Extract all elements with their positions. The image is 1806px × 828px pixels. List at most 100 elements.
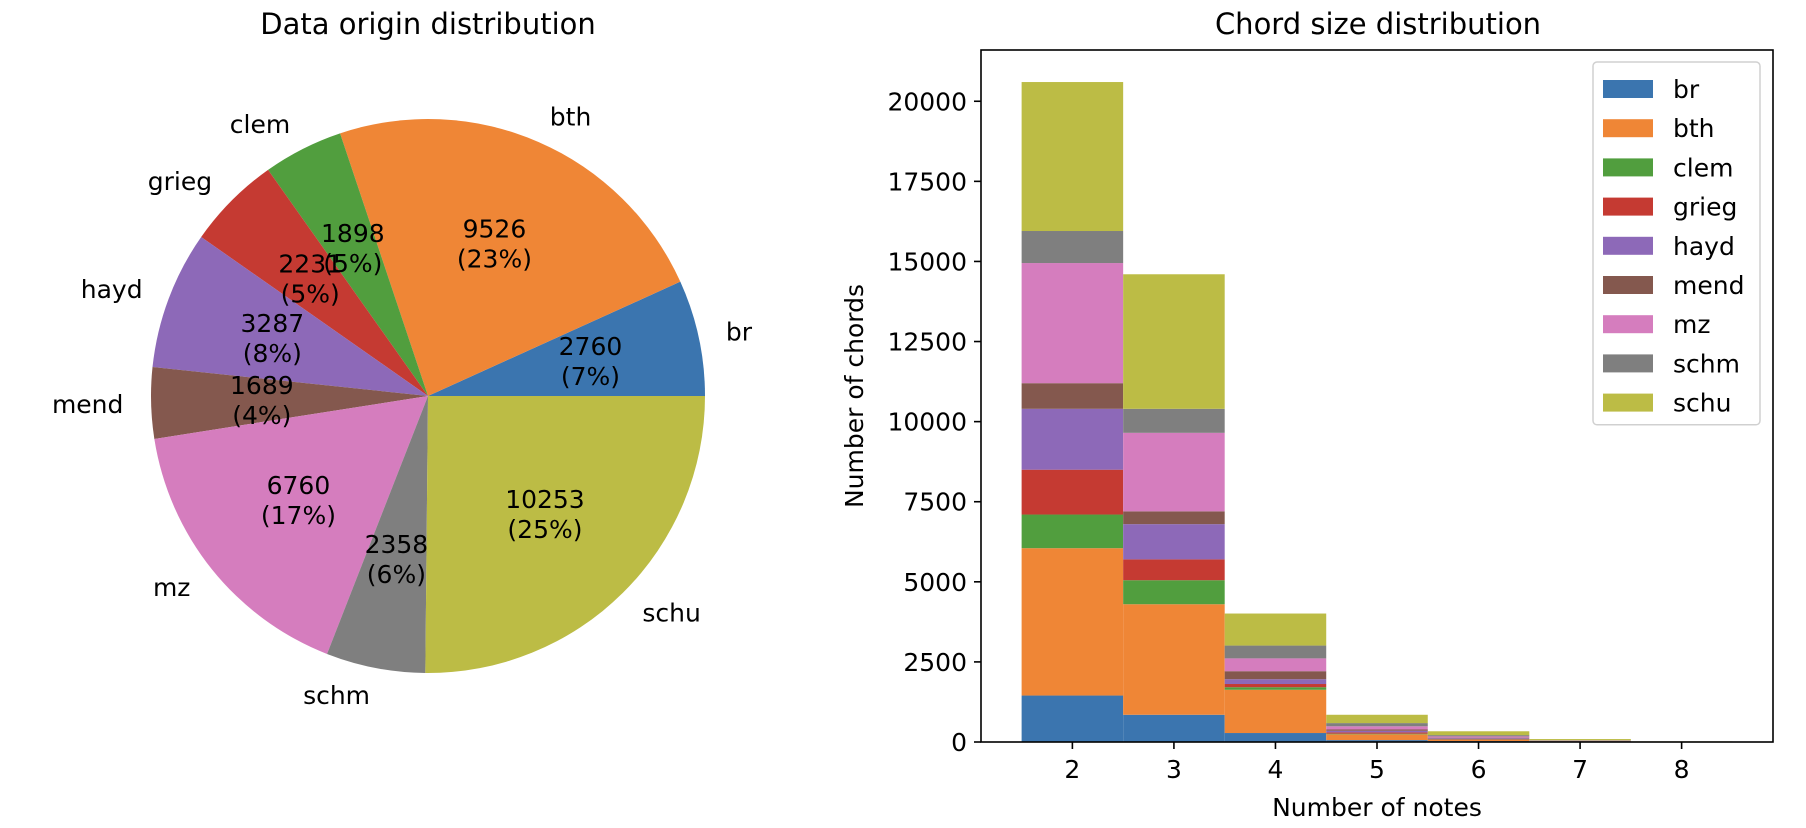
bar-segment-mz	[1326, 726, 1428, 730]
pie-value-label: 1689	[230, 371, 294, 400]
bar-segment-mend	[1326, 729, 1428, 731]
legend-swatch-hayd	[1603, 236, 1653, 255]
legend-label: mend	[1673, 271, 1744, 300]
bar-title: Chord size distribution	[1215, 7, 1541, 41]
bar-segment-schm	[1224, 645, 1327, 659]
pie-labels: br2760(7%)bth9526(23%)clem1898(5%)grieg2…	[52, 103, 753, 710]
pie-category-label: clem	[230, 110, 290, 139]
bar-segment-schm	[1427, 735, 1530, 737]
y-tick-label: 7500	[903, 488, 967, 517]
y-tick-label: 15000	[887, 247, 967, 276]
bar-segment-schm	[1021, 231, 1124, 264]
x-axis-label: Number of notes	[1272, 793, 1482, 822]
bar-segment-clem	[1123, 580, 1225, 605]
legend-swatch-bth	[1603, 119, 1653, 138]
y-tick-label: 17500	[887, 167, 967, 196]
bar-segment-clem	[1224, 687, 1327, 690]
legend-label: clem	[1673, 153, 1733, 182]
pie-category-label: schu	[642, 598, 700, 627]
pie-value-label: 10253	[505, 485, 585, 514]
x-tick-label: 4	[1268, 755, 1284, 784]
pie-value-label: 2231	[278, 250, 342, 279]
pie-percent-label: (4%)	[232, 401, 291, 430]
bar-segments	[1021, 82, 1733, 742]
legend-swatch-schu	[1603, 393, 1653, 412]
bar-segment-mz	[1021, 263, 1124, 384]
bar-segment-hayd	[1224, 679, 1327, 685]
bar-segment-clem	[1021, 514, 1124, 549]
x-axis: 2 3 4 5 6 7 8	[1064, 742, 1690, 784]
bar-segment-grieg	[1021, 469, 1124, 515]
x-tick-label: 8	[1674, 755, 1690, 784]
pie-slice-mz	[154, 396, 428, 654]
pie-value-label: 2358	[365, 530, 429, 559]
pie-category-label: br	[726, 318, 753, 347]
pie-category-label: hayd	[81, 275, 143, 304]
bar-segment-br	[1123, 714, 1225, 742]
y-tick-label: 0	[951, 728, 967, 757]
bar-segment-bth	[1224, 689, 1327, 734]
legend-swatch-br	[1603, 80, 1653, 98]
x-tick-label: 2	[1064, 755, 1080, 784]
legend-swatch-schm	[1603, 354, 1653, 373]
pie-percent-label: (6%)	[367, 560, 426, 589]
pie-percent-label: (23%)	[457, 245, 532, 274]
pie-value-label: 9526	[463, 215, 527, 244]
pie-slice-hayd	[152, 237, 428, 396]
pie-category-label: mend	[52, 390, 123, 419]
bar-segment-hayd	[1427, 738, 1530, 739]
pie-category-label: bth	[550, 103, 592, 132]
legend-label: hayd	[1673, 232, 1735, 261]
pie-slice-schu	[425, 396, 705, 673]
bar-segment-schm	[1326, 723, 1428, 727]
y-tick-label: 12500	[887, 328, 967, 357]
pie-percent-label: (7%)	[561, 362, 620, 391]
bar-segment-grieg	[1123, 559, 1225, 581]
pie-percent-label: (8%)	[243, 339, 302, 368]
pie-percent-label: (25%)	[507, 515, 582, 544]
bar-segment-mend	[1224, 671, 1327, 680]
pie-percent-label: (5%)	[281, 280, 340, 309]
pie-slice-schm	[327, 396, 428, 673]
y-axis: 0 2500 5000 7500 10000 12500 15000 17500 20000	[887, 87, 981, 757]
y-tick-label: 2500	[903, 648, 967, 677]
bar-segment-schm	[1123, 408, 1225, 433]
pie-percent-label: (17%)	[261, 501, 336, 530]
x-tick-label: 3	[1166, 755, 1182, 784]
pie-category-label: mz	[153, 573, 190, 602]
y-tick-label: 20000	[887, 87, 967, 116]
bar-segment-grieg	[1224, 684, 1327, 688]
bar-segment-mz	[1123, 432, 1225, 512]
pie-slice-clem	[268, 133, 428, 396]
legend-box	[1592, 61, 1761, 426]
bar-segment-schu	[1123, 274, 1225, 409]
pie-title: Data origin distribution	[260, 7, 596, 41]
bar-segment-hayd	[1123, 524, 1225, 560]
pie-slices	[151, 118, 705, 673]
x-tick-label: 6	[1471, 755, 1487, 784]
y-axis-label: Number of chords	[840, 284, 869, 508]
bar-segment-bth	[1326, 734, 1428, 741]
bar-segment-br	[1224, 733, 1327, 742]
bar-segment-schu	[1529, 739, 1631, 741]
bar-segment-schu	[1021, 82, 1124, 232]
y-tick-label: 5000	[903, 568, 967, 597]
bar-segment-br	[1326, 740, 1428, 742]
legend-label: grieg	[1673, 193, 1737, 222]
pie-percent-label: (5%)	[323, 249, 382, 278]
pie-category-label: grieg	[148, 167, 212, 196]
pie-value-label: 2760	[559, 332, 623, 361]
pie-value-label: 1898	[321, 219, 385, 248]
legend-label: mz	[1673, 310, 1710, 339]
pie-value-label: 6760	[267, 471, 331, 500]
legend-label: bth	[1673, 114, 1715, 143]
bar-segment-mz	[1224, 658, 1327, 672]
legend: br bth clem grieg hayd mend mz schm schu	[1592, 61, 1761, 426]
pie-slice-bth	[340, 118, 681, 396]
bar-segment-mz	[1427, 736, 1530, 738]
bar-segment-mend	[1021, 383, 1124, 409]
x-tick-label: 7	[1572, 755, 1588, 784]
legend-swatch-mz	[1603, 315, 1653, 334]
bar-segment-grieg	[1326, 732, 1428, 734]
pie-value-label: 3287	[241, 309, 305, 338]
